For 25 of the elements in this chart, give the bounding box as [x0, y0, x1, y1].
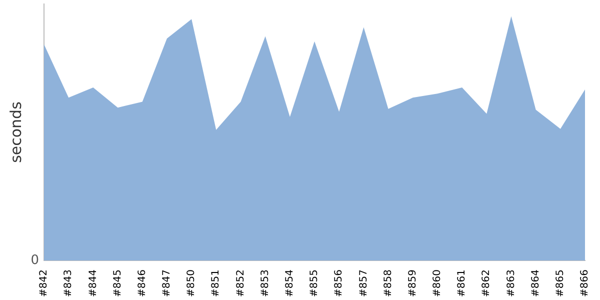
x-tick-label: #852	[235, 270, 246, 298]
x-tick-label: #844	[88, 270, 99, 298]
x-tick-label: #851	[210, 270, 222, 298]
y-axis-title: seconds	[6, 101, 25, 163]
x-tick-label: #855	[309, 270, 320, 298]
x-tick-label: #859	[407, 270, 418, 298]
x-tick-label: #850	[186, 270, 198, 298]
x-tick-label: #854	[284, 270, 296, 298]
x-tick-label: #864	[530, 270, 542, 298]
x-tick-label: #847	[162, 270, 173, 298]
x-tick-label: #846	[136, 270, 148, 298]
x-tick-label: #857	[358, 270, 370, 298]
x-tick-label: #842	[38, 270, 50, 298]
x-tick-label: #843	[63, 270, 74, 298]
x-tick-label: #856	[334, 270, 345, 298]
x-tick-label: #853	[260, 270, 271, 298]
x-tick-label: #862	[481, 270, 492, 298]
x-tick-label: #866	[580, 270, 591, 298]
x-tick-label: #863	[506, 270, 517, 298]
text: 0	[30, 252, 39, 268]
x-tick-label: #860	[432, 270, 444, 298]
x-tick-label: #858	[382, 270, 394, 298]
x-tick-label: #845	[112, 270, 124, 298]
x-tick-label: #865	[555, 270, 566, 298]
x-tick-label: #861	[456, 270, 468, 298]
